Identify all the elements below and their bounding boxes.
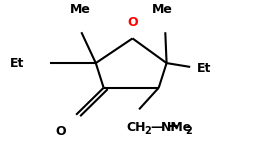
Text: 2: 2 [185, 126, 192, 136]
Text: CH: CH [127, 121, 146, 134]
Text: O: O [127, 16, 138, 30]
Text: Et: Et [197, 62, 211, 75]
Text: O: O [55, 125, 66, 138]
Text: —: — [150, 121, 163, 134]
Text: Me: Me [152, 3, 173, 16]
Text: Me: Me [70, 3, 90, 16]
Text: NMe: NMe [161, 121, 192, 134]
Text: 2: 2 [144, 126, 151, 136]
Text: Et: Et [10, 57, 24, 70]
